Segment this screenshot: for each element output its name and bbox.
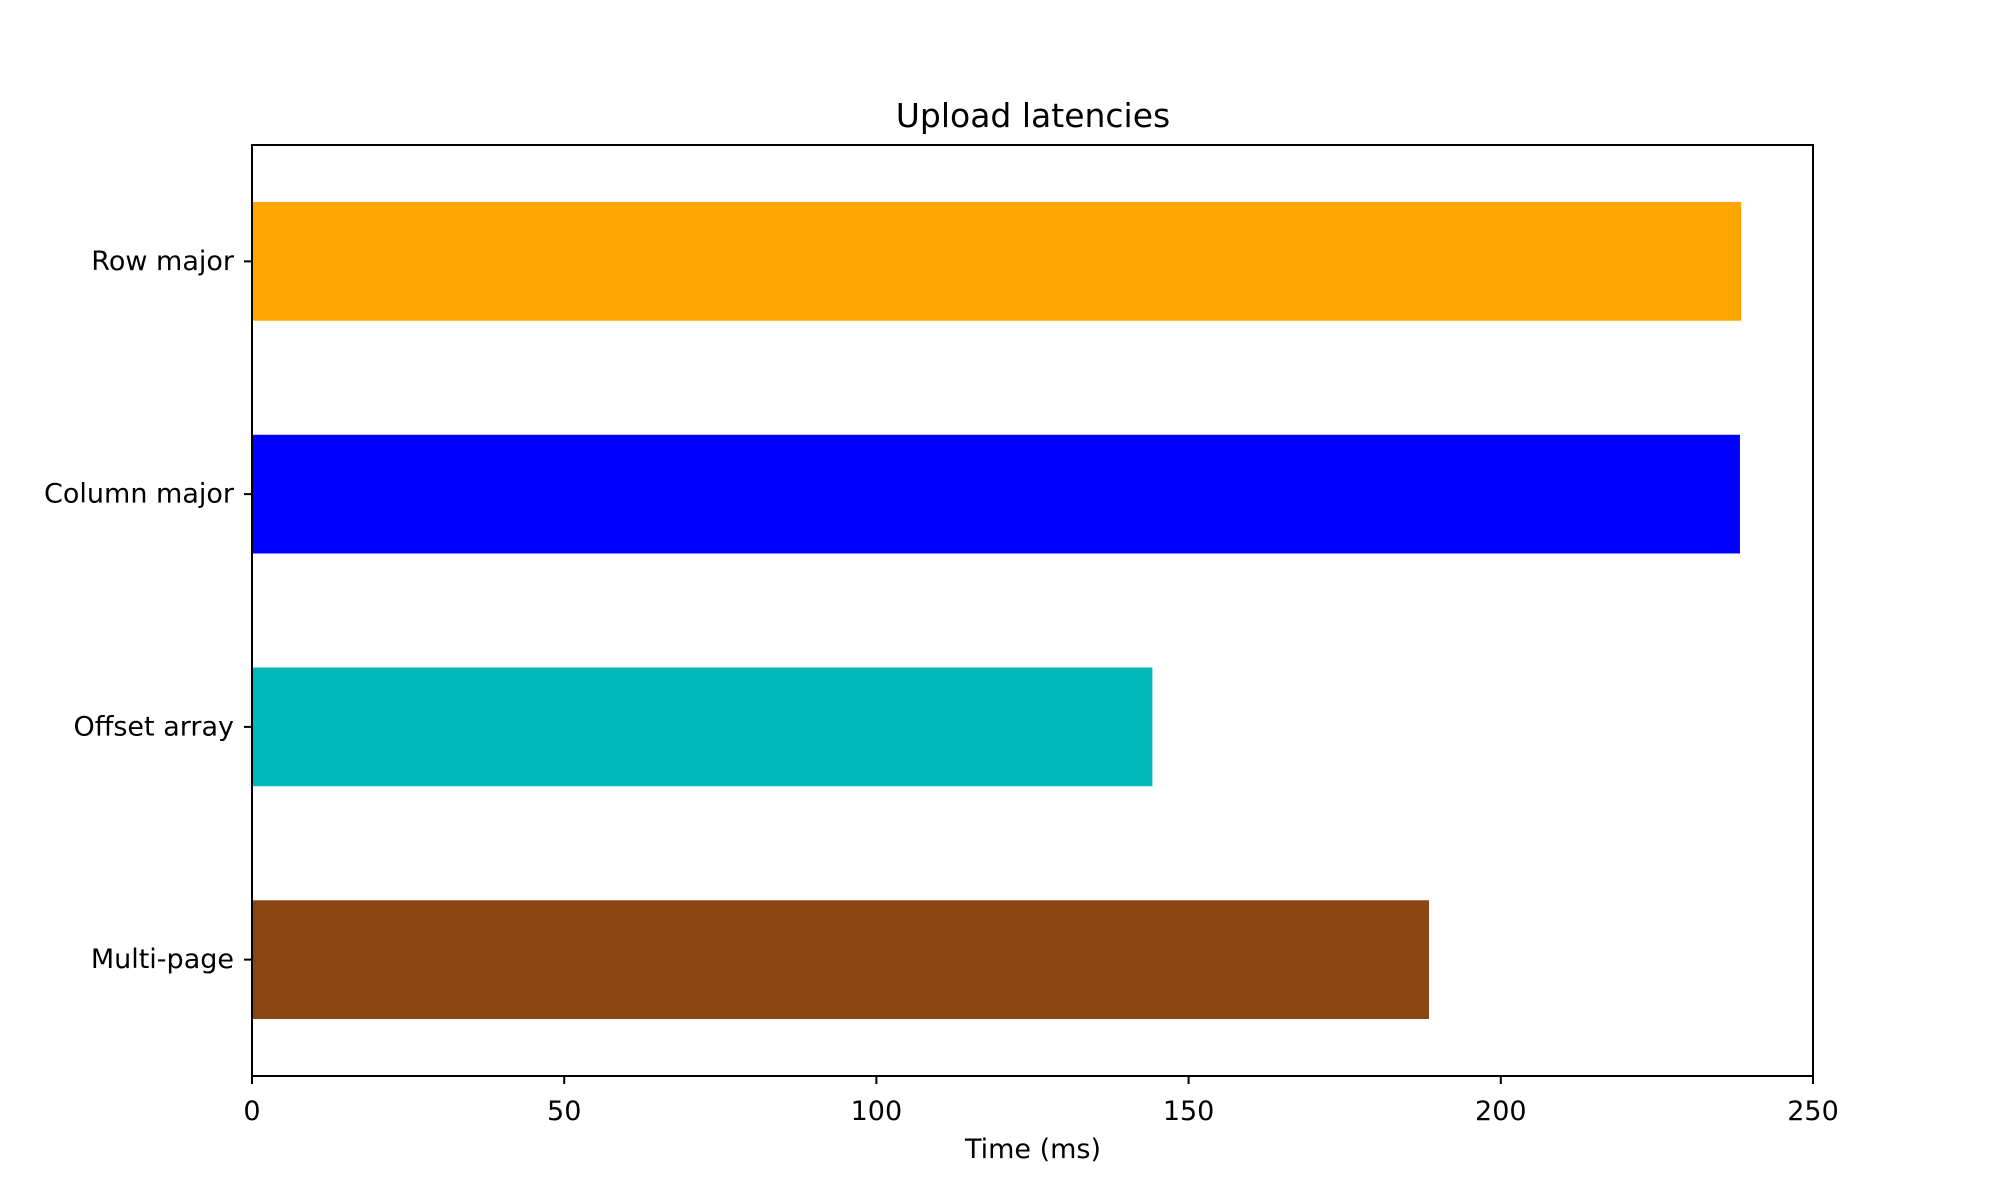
y-tick-label: Row major [91,246,235,277]
x-tick-label: 50 [547,1096,581,1127]
x-tick-label: 250 [1787,1096,1839,1127]
y-axis: Row major Column major Offset array Multi-p… [44,246,252,975]
y-tick-label: Column major [44,479,235,510]
plot-frame [251,144,1814,1077]
bars-layer [252,202,1742,1019]
x-axis: 0 50 100 150 200 250 [243,1076,1839,1127]
bar-offset-array [252,667,1153,787]
bar-column-major [252,434,1740,554]
chart-title: Upload latencies [896,96,1170,135]
y-tick-label: Offset array [74,711,235,742]
y-tick-label: Multi-page [91,944,234,975]
bar-multi-page [252,900,1429,1019]
x-axis-label: Time (ms) [964,1134,1101,1165]
x-tick-label: 200 [1475,1096,1527,1127]
x-tick-label: 150 [1163,1096,1215,1127]
bar-row-major [252,202,1742,321]
x-tick-label: 0 [243,1096,260,1127]
x-tick-label: 100 [851,1096,903,1127]
